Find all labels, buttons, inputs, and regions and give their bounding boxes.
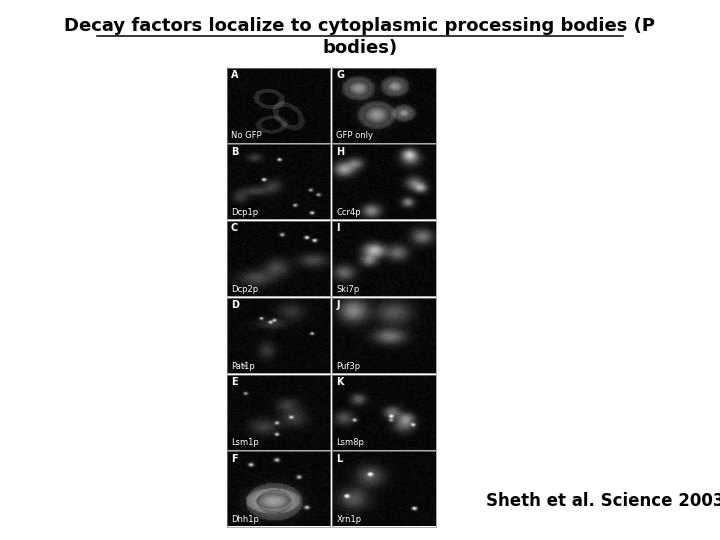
Text: C: C	[231, 224, 238, 233]
Text: D: D	[231, 300, 239, 310]
Text: Ski7p: Ski7p	[336, 285, 360, 294]
Text: G: G	[336, 70, 344, 80]
Text: Decay factors localize to cytoplasmic processing bodies (P
bodies): Decay factors localize to cytoplasmic pr…	[65, 17, 655, 57]
Text: Pat1p: Pat1p	[231, 362, 255, 370]
Text: F: F	[231, 454, 238, 464]
Text: L: L	[336, 454, 343, 464]
Text: H: H	[336, 146, 345, 157]
Text: Lsm8p: Lsm8p	[336, 438, 364, 448]
Text: Dcp1p: Dcp1p	[231, 208, 258, 217]
Text: Lsm1p: Lsm1p	[231, 438, 258, 448]
Text: J: J	[336, 300, 340, 310]
Text: Xrn1p: Xrn1p	[336, 515, 361, 524]
Text: E: E	[231, 377, 238, 387]
Text: GFP only: GFP only	[336, 131, 374, 140]
Text: Dcp2p: Dcp2p	[231, 285, 258, 294]
Text: Dhh1p: Dhh1p	[231, 515, 258, 524]
Text: Puf3p: Puf3p	[336, 362, 361, 370]
Text: K: K	[336, 377, 344, 387]
Text: Ccr4p: Ccr4p	[336, 208, 361, 217]
Text: A: A	[231, 70, 238, 80]
Text: I: I	[336, 224, 340, 233]
Text: Sheth et al. Science 2003: Sheth et al. Science 2003	[485, 492, 720, 510]
Text: No GFP: No GFP	[231, 131, 261, 140]
Text: B: B	[231, 146, 238, 157]
